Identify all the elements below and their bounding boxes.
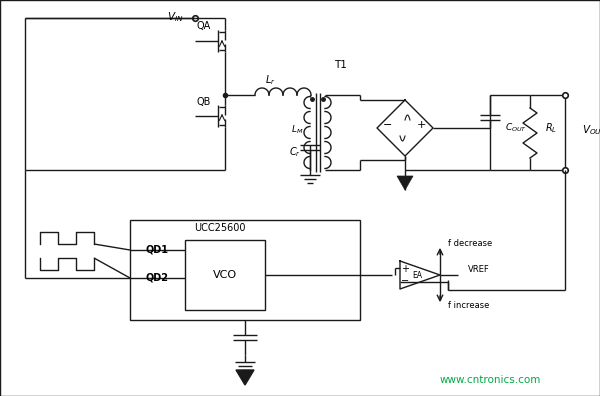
Text: $C_{OUT}$: $C_{OUT}$	[505, 122, 527, 134]
Text: VCO: VCO	[213, 270, 237, 280]
Text: +: +	[401, 264, 409, 274]
Text: $V_{IN}$: $V_{IN}$	[167, 10, 183, 24]
Text: −: −	[383, 120, 392, 130]
Text: +: +	[416, 120, 425, 130]
Text: $L_M$: $L_M$	[291, 124, 303, 136]
Text: QB: QB	[197, 97, 211, 107]
Polygon shape	[397, 176, 413, 190]
Bar	[130, 220, 360, 320]
Text: $L_r$: $L_r$	[265, 73, 275, 87]
Text: f decrease: f decrease	[448, 238, 492, 248]
Text: VREF: VREF	[468, 265, 490, 274]
Text: QD1: QD1	[146, 245, 169, 255]
Text: f increase: f increase	[448, 301, 490, 310]
Polygon shape	[236, 370, 254, 385]
Text: QD2: QD2	[146, 273, 169, 283]
Text: −: −	[401, 276, 409, 286]
Text: UCC25600: UCC25600	[194, 223, 246, 233]
Text: T1: T1	[334, 60, 346, 70]
Text: www.cntronics.com: www.cntronics.com	[439, 375, 541, 385]
Text: EA: EA	[412, 270, 422, 280]
Bar	[185, 240, 265, 310]
Text: $R_L$: $R_L$	[545, 121, 557, 135]
Text: $C_r$: $C_r$	[289, 145, 301, 159]
Text: QA: QA	[197, 21, 211, 31]
Text: $V_{OUT}$: $V_{OUT}$	[582, 123, 600, 137]
